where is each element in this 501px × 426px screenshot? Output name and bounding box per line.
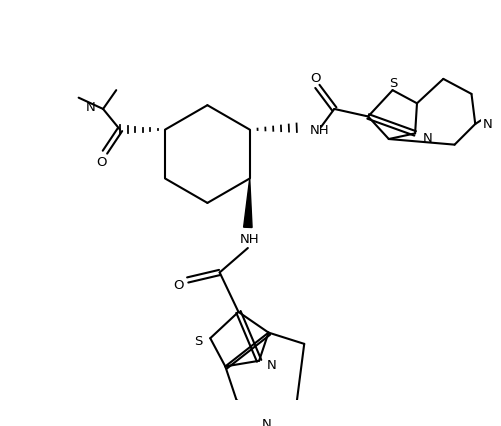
Text: N: N	[483, 118, 492, 131]
Text: O: O	[310, 72, 321, 85]
Text: N: N	[267, 358, 277, 371]
Text: S: S	[194, 334, 203, 347]
Text: O: O	[96, 155, 106, 169]
Text: S: S	[389, 77, 398, 90]
Polygon shape	[243, 179, 252, 228]
Text: O: O	[173, 279, 183, 291]
Text: N: N	[86, 101, 96, 113]
Text: NH: NH	[240, 233, 260, 245]
Text: N: N	[423, 131, 432, 144]
Text: N: N	[262, 417, 272, 426]
Text: NH: NH	[310, 124, 330, 137]
